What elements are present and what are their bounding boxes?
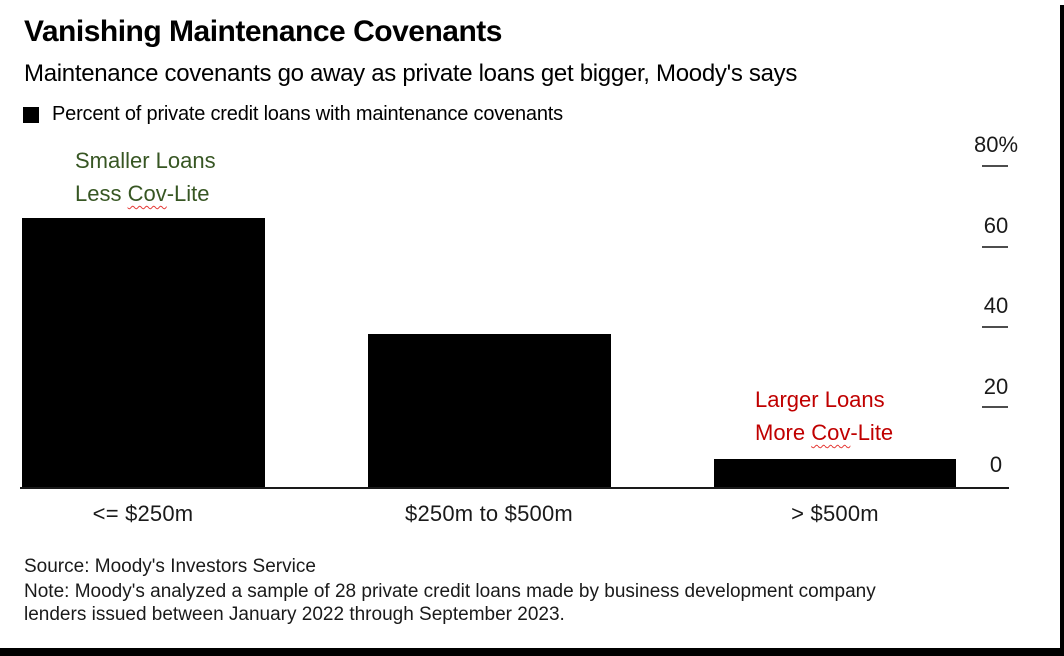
y-tick-label-80: 80% [973, 132, 1019, 157]
annotation-smaller-loans-line2: Less Cov-Lite [75, 181, 210, 206]
frame-border-bottom [0, 648, 1064, 656]
source-text: Source: Moody's Investors Service [24, 556, 316, 577]
bar-under-250m [22, 218, 265, 487]
y-tick-label-20: 20 [983, 374, 1009, 399]
annotation-smaller-loans: Smaller Loans Less Cov-Lite [75, 144, 216, 210]
y-tick-label-0: 0 [989, 452, 1003, 477]
bar-250m-to-500m [368, 334, 611, 487]
bar-over-500m [714, 459, 956, 487]
annotation-larger-loans: Larger Loans More Cov-Lite [755, 383, 893, 449]
annotation-smaller-loans-line1: Smaller Loans [75, 148, 216, 173]
x-tick-label-over-500m: > $500m [791, 501, 879, 526]
legend: Percent of private credit loans with mai… [23, 103, 563, 126]
y-tick-mark [982, 165, 1008, 167]
y-tick-mark [982, 406, 1008, 408]
y-tick-mark [982, 326, 1008, 328]
y-tick-mark [982, 246, 1008, 248]
legend-square-marker-icon [23, 106, 39, 123]
frame-border-right [1060, 5, 1064, 656]
x-axis-line [20, 487, 1009, 489]
x-tick-label-under-250m: <= $250m [92, 501, 194, 526]
note-text-line1: Note: Moody's analyzed a sample of 28 pr… [24, 581, 876, 602]
annotation-larger-loans-line1: Larger Loans [755, 387, 885, 412]
footer: Source: Moody's Investors Service Note: … [24, 556, 876, 626]
chart-title: Vanishing Maintenance Covenants [24, 15, 502, 48]
x-tick-label-250m-to-500m: $250m to $500m [405, 501, 573, 526]
y-tick-label-40: 40 [983, 293, 1009, 318]
spellcheck-squiggle: Cov [127, 181, 167, 206]
y-tick-label-60: 60 [983, 213, 1009, 238]
spellcheck-squiggle: Cov [811, 420, 851, 445]
chart-subtitle: Maintenance covenants go away as private… [24, 60, 798, 87]
note-text-line2: lenders issued between January 2022 thro… [24, 603, 565, 625]
legend-label: Percent of private credit loans with mai… [52, 103, 563, 125]
annotation-larger-loans-line2: More Cov-Lite [755, 420, 894, 445]
